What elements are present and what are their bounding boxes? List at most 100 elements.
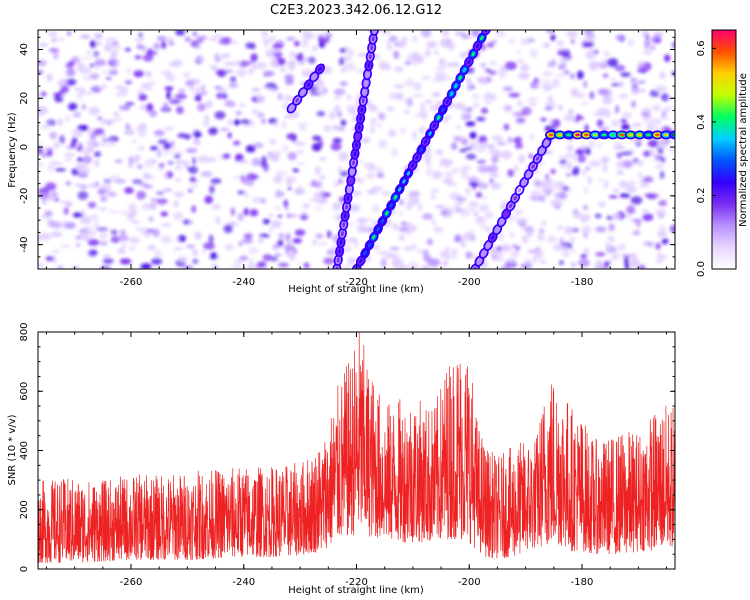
noise-blob: [108, 70, 118, 75]
noise-blob: [93, 159, 100, 167]
y-tick-label: 400: [19, 441, 30, 460]
noise-blob: [52, 161, 64, 166]
snr-series: [38, 332, 675, 564]
noise-blob: [206, 157, 217, 162]
noise-blob: [489, 172, 499, 178]
noise-blob: [156, 35, 166, 42]
noise-blob: [75, 236, 81, 240]
noise-blob: [233, 259, 244, 266]
noise-blob: [444, 62, 457, 67]
noise-blob: [222, 153, 231, 159]
noise-blob: [148, 80, 158, 85]
noise-blob: [473, 102, 480, 108]
noise-blob: [455, 197, 467, 202]
streak-core: [540, 148, 544, 153]
noise-blob: [58, 265, 64, 269]
noise-blob: [480, 225, 492, 231]
colorbar-tick-label: 0.4: [696, 114, 707, 130]
noise-blob: [77, 190, 89, 200]
noise-blob: [440, 209, 449, 217]
noise-blob: [183, 219, 189, 225]
streak-core: [318, 66, 322, 72]
noise-blob: [659, 170, 665, 179]
noise-blob: [348, 204, 361, 213]
noise-blob: [224, 100, 235, 107]
noise-blob: [458, 136, 467, 141]
noise-blob: [249, 209, 259, 217]
noise-blob: [320, 32, 330, 38]
noise-blob: [200, 91, 208, 96]
noise-blob: [477, 182, 489, 189]
streak-segment: [333, 254, 343, 267]
noise-blob: [58, 37, 65, 42]
noise-blob: [615, 34, 626, 41]
noise-blob: [90, 132, 97, 141]
noise-blob: [192, 31, 198, 37]
streak-core: [467, 59, 471, 65]
noise-blob: [513, 208, 523, 216]
noise-blob: [434, 50, 439, 55]
noise-blob: [595, 259, 604, 268]
noise-blob: [659, 71, 666, 79]
noise-blob: [471, 30, 480, 37]
streak-outer: [369, 30, 380, 36]
noise-blob: [480, 142, 487, 148]
noise-blob: [286, 213, 292, 219]
noise-blob: [589, 91, 595, 100]
noise-blob: [47, 31, 58, 37]
noise-blob: [144, 71, 153, 78]
noise-blob: [249, 257, 254, 266]
noise-blob: [192, 129, 201, 139]
noise-blob: [399, 211, 404, 216]
noise-blob: [579, 213, 591, 222]
noise-blob: [209, 185, 215, 194]
noise-blob: [623, 256, 630, 266]
noise-blob: [550, 34, 556, 41]
noise-blob: [48, 48, 60, 53]
noise-blob: [147, 244, 156, 250]
noise-blob: [382, 190, 387, 196]
noise-blob: [97, 116, 102, 120]
noise-blob: [639, 183, 650, 188]
noise-blob: [134, 73, 143, 78]
noise-blob: [599, 126, 610, 131]
streak-segment: [399, 175, 409, 188]
streak-core: [357, 125, 361, 130]
noise-blob: [239, 255, 249, 261]
noise-blob: [527, 229, 533, 238]
noise-blob: [389, 35, 398, 42]
noise-blob: [99, 231, 108, 240]
noise-blob: [405, 78, 415, 88]
noise-blob: [200, 171, 213, 178]
noise-blob: [427, 165, 432, 174]
noise-blob: [596, 144, 603, 148]
noise-blob: [79, 87, 86, 95]
streak-segment: [364, 59, 374, 72]
noise-blob: [601, 88, 612, 98]
noise-blob: [501, 200, 508, 206]
noise-blob: [426, 262, 431, 267]
noise-blob: [137, 146, 146, 151]
noise-blob: [243, 191, 249, 199]
streak-segment: [446, 88, 457, 100]
noise-blob: [169, 147, 175, 151]
noise-blob: [38, 191, 50, 200]
noise-blob: [68, 102, 78, 111]
noise-blob: [633, 160, 645, 164]
noise-blob: [175, 106, 184, 115]
noise-blob: [417, 202, 423, 212]
noise-blob: [243, 233, 253, 240]
noise-blob: [337, 151, 350, 161]
noise-blob: [444, 170, 454, 178]
noise-blob: [138, 93, 148, 101]
noise-blob: [489, 60, 498, 66]
noise-blob: [421, 265, 427, 269]
noise-blob: [607, 235, 614, 240]
noise-blob: [411, 35, 418, 43]
streak-segment: [390, 191, 401, 203]
noise-blob: [578, 258, 590, 267]
noise-blob: [146, 50, 158, 56]
noise-blob: [551, 118, 561, 128]
noise-blob: [156, 198, 168, 205]
noise-blob: [136, 190, 147, 200]
